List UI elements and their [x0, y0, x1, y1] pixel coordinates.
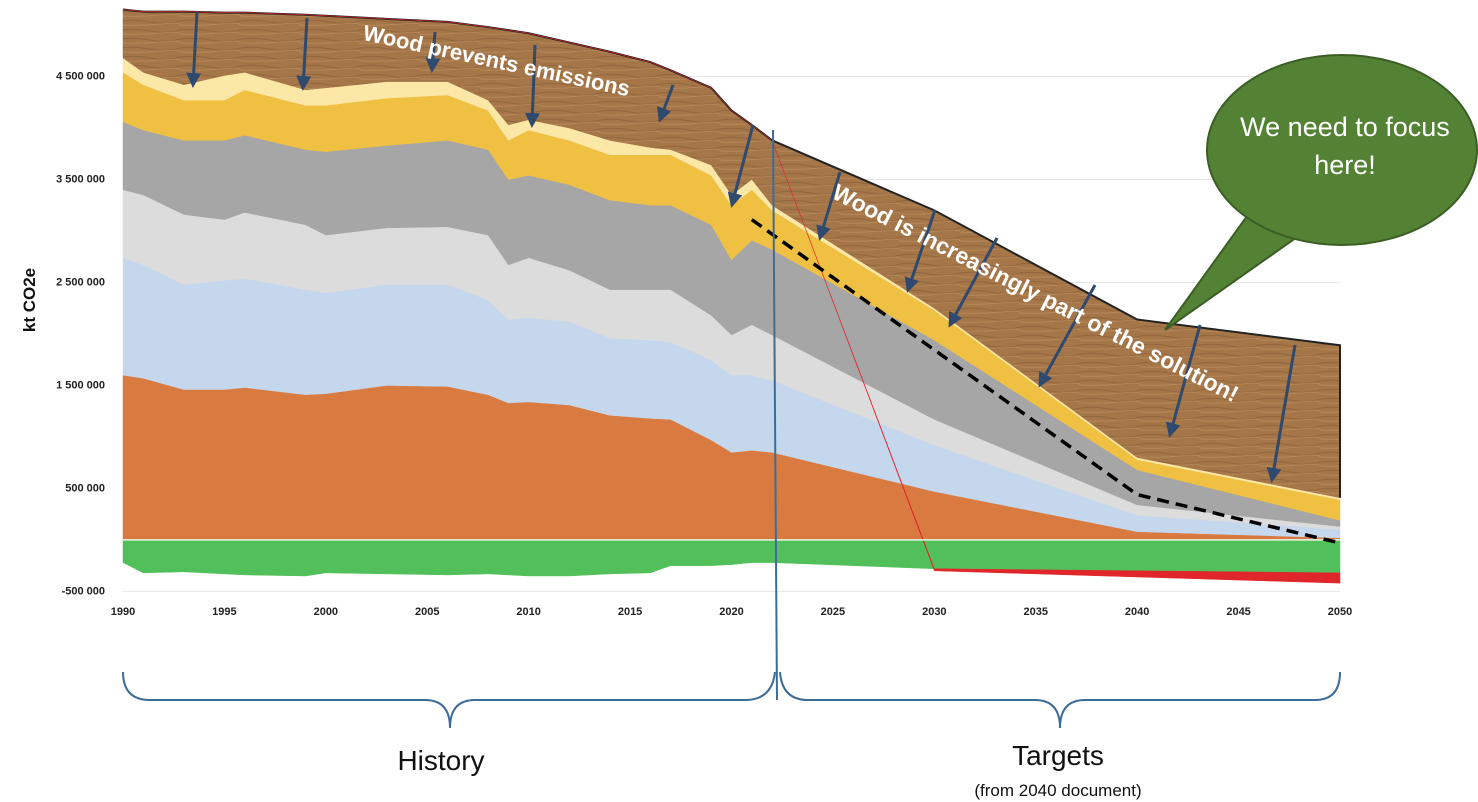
bracket [122, 671, 776, 729]
bubble-joint [1253, 203, 1300, 237]
x-tick-label: 2050 [1328, 606, 1352, 618]
x-tick-label: 2030 [922, 606, 946, 618]
y-tick-label: 500 000 [65, 482, 105, 494]
y-tick-label: 2 500 000 [56, 276, 105, 288]
y-tick-label: 4 500 000 [56, 70, 105, 82]
x-tick-label: 2020 [719, 606, 743, 618]
y-axis-label: kt CO2e [20, 268, 39, 332]
bracket [779, 671, 1341, 729]
area [122, 539, 1341, 577]
section-label: History [397, 745, 484, 776]
x-tick-label: 2045 [1226, 606, 1250, 618]
y-tick-label: 3 500 000 [56, 173, 105, 185]
arrows [186, 11, 1297, 483]
x-tick-label: 2035 [1024, 606, 1048, 618]
x-tick-label: 2010 [516, 606, 540, 618]
y-tick-label: -500 000 [62, 585, 105, 597]
x-tick-label: 2025 [821, 606, 845, 618]
area [122, 9, 1341, 584]
x-tick-label: 2015 [618, 606, 642, 618]
x-tick-label: 2040 [1125, 606, 1149, 618]
y-tick-label: 1 500 000 [56, 379, 105, 391]
bubble-text: We need to focus here! [1240, 112, 1450, 180]
x-tick-label: 1990 [111, 606, 135, 618]
section-note: (from 2040 document) [974, 781, 1141, 800]
bubble [1206, 54, 1478, 246]
target-line [750, 218, 1341, 545]
wood-texture [123, 9, 1340, 498]
divider [772, 129, 778, 701]
x-tick-label: 2000 [314, 606, 338, 618]
x-tick-label: 2005 [415, 606, 439, 618]
x-tick-label: 1995 [212, 606, 236, 618]
section-label: Targets [1012, 740, 1104, 771]
